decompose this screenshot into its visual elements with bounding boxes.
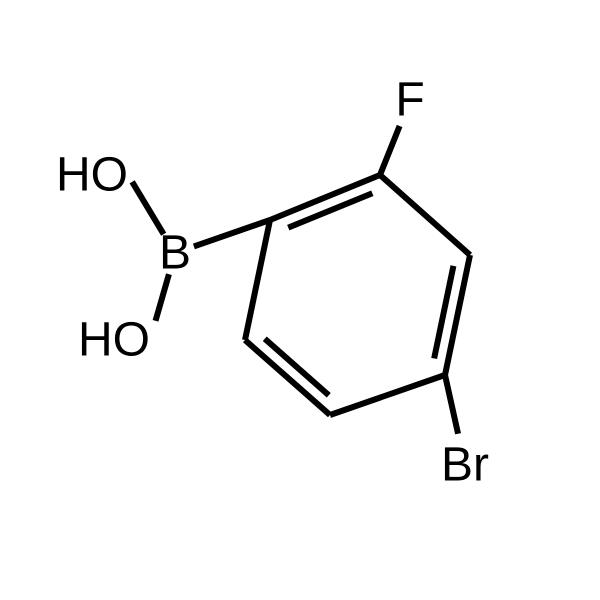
bond-C2-F [380,126,400,175]
atom-label-Br: Br [441,439,489,492]
bond-C3-C4 [445,255,470,375]
atom-label-F: F [395,74,424,127]
molecule-canvas: BHOHOFBr [0,0,600,600]
bond-C2-C3 [380,175,470,255]
atom-label-B: B [159,227,191,280]
bond-C6-C1 [245,220,270,340]
bond-B-OH2 [156,274,169,321]
bond-C5-C6 [245,340,330,415]
atom-label-OH2: HO [78,314,150,367]
bond-C1-B [194,220,270,246]
bond-C4-Br [445,375,458,434]
atom-label-OH1: HO [56,149,128,202]
bond-C4-C5 [330,375,445,415]
